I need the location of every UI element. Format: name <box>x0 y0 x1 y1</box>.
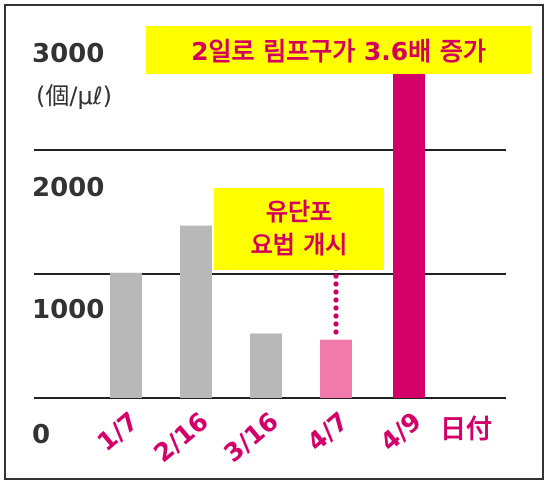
arrow-dot <box>333 281 339 287</box>
x-tick-label-3-16: 3/16 <box>218 406 284 468</box>
y-tick-label-0: 0 <box>32 420 50 450</box>
chart-frame: 0 1000 2000 3000 (個/μℓ) 1/7 2/16 3/16 4/7 4/9 日… <box>4 4 544 480</box>
arrow-dot <box>333 273 339 279</box>
y-ticks: 0 1000 2000 3000 <box>32 39 104 450</box>
bar-4-9 <box>393 50 425 399</box>
x-ticks: 1/7 2/16 3/16 4/7 4/9 <box>92 406 427 468</box>
y-axis-unit: (個/μℓ) <box>36 82 112 110</box>
y-tick-label-1000: 1000 <box>32 295 104 325</box>
arrow-dot <box>333 289 339 295</box>
bars <box>110 50 425 399</box>
therapy-annotation: 유단포 요법 개시 <box>214 188 384 270</box>
therapy-annotation-line1: 유단포 <box>265 198 333 226</box>
y-tick-label-3000: 3000 <box>32 39 104 69</box>
arrow-dots <box>333 265 339 335</box>
arrow-dot <box>333 321 339 327</box>
x-tick-label-4-9: 4/9 <box>375 406 427 456</box>
bar-3-16 <box>250 333 282 398</box>
arrow-dot <box>333 305 339 311</box>
arrow-dot <box>333 313 339 319</box>
y-tick-label-2000: 2000 <box>32 173 104 203</box>
bar-2-16 <box>180 225 212 398</box>
growth-annotation: 2일로 림프구가 3.6배 증가 <box>146 26 531 74</box>
therapy-annotation-line2: 요법 개시 <box>250 231 348 259</box>
arrow-dot <box>333 329 339 335</box>
arrow-dot <box>333 297 339 303</box>
bar-chart: 0 1000 2000 3000 (個/μℓ) 1/7 2/16 3/16 4/7 4/9 日… <box>32 39 506 468</box>
x-axis-label: 日付 <box>440 415 492 445</box>
x-tick-label-2-16: 2/16 <box>148 406 214 468</box>
bar-4-7 <box>320 339 352 398</box>
x-tick-label-1-7: 1/7 <box>92 406 144 456</box>
x-tick-label-4-7: 4/7 <box>302 406 354 456</box>
bar-1-7 <box>110 272 142 398</box>
growth-annotation-text: 2일로 림프구가 3.6배 증가 <box>191 37 486 66</box>
